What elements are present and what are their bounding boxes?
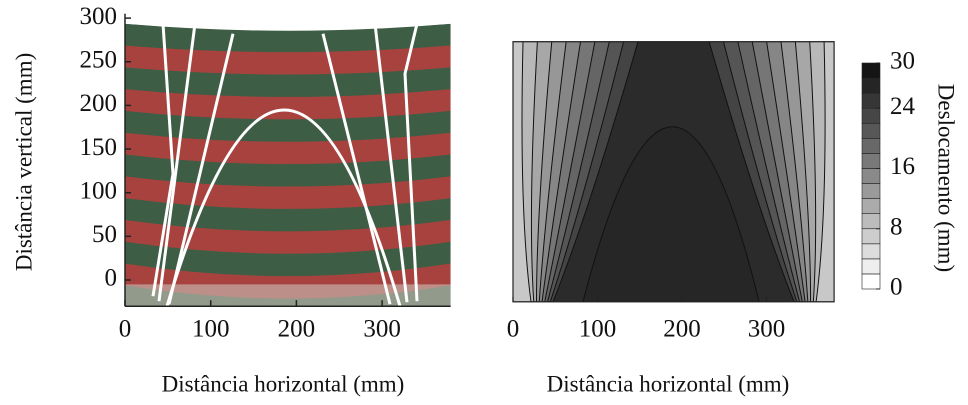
y-tick-label: 250 bbox=[80, 46, 118, 73]
colorbar-cell bbox=[861, 243, 881, 260]
soil-layer bbox=[125, 89, 451, 120]
failure-line bbox=[167, 33, 235, 305]
y-axis-label: Distância vertical (mm) bbox=[11, 53, 36, 271]
soil-layer bbox=[125, 110, 451, 143]
soil-layer bbox=[125, 45, 451, 75]
x-tick-label: 0 bbox=[507, 316, 520, 343]
failure-line bbox=[321, 33, 392, 305]
failure-line bbox=[151, 23, 175, 297]
colorbar-cell bbox=[861, 107, 881, 124]
y-tick-label: 200 bbox=[80, 90, 118, 117]
x-tick-label: 300 bbox=[363, 316, 401, 343]
colorbar-tick-label: 24 bbox=[890, 93, 916, 120]
x-tick-label: 100 bbox=[192, 316, 230, 343]
y-tick-label: 100 bbox=[80, 177, 118, 204]
contour-field bbox=[513, 41, 835, 302]
colorbar-tick-label: 16 bbox=[890, 153, 915, 180]
x-tick-label: 300 bbox=[748, 316, 786, 343]
y-tick-label: 300 bbox=[80, 3, 118, 30]
colorbar-cell bbox=[861, 122, 881, 139]
x-axis-label: Distância horizontal (mm) bbox=[547, 371, 790, 396]
photo bbox=[125, 13, 451, 307]
soil-layer bbox=[125, 219, 451, 255]
colorbar-cell bbox=[861, 77, 881, 94]
contour-region bbox=[815, 41, 835, 302]
colorbar-label: Deslocamento (mm) bbox=[934, 84, 959, 272]
failure-line bbox=[403, 23, 419, 302]
colorbar-cell bbox=[861, 258, 881, 275]
colorbar-cell bbox=[861, 198, 881, 214]
failure-line bbox=[157, 23, 197, 302]
y-tick-label: 0 bbox=[105, 265, 118, 292]
colorbar-cell bbox=[861, 213, 881, 230]
soil-layer bbox=[125, 241, 451, 277]
core-region bbox=[582, 126, 760, 302]
surface bbox=[125, 13, 451, 31]
contour-panel: 0 100 200 300 Distância horizontal (mm) 0 8 16 2… bbox=[507, 41, 959, 396]
colorbar-tick-label: 8 bbox=[890, 213, 903, 240]
x-tick-label: 200 bbox=[663, 316, 701, 343]
x-axis-label: Distância horizontal (mm) bbox=[162, 371, 405, 396]
base bbox=[125, 284, 451, 307]
x-tick-label: 100 bbox=[579, 316, 617, 343]
colorbar-cell bbox=[861, 138, 881, 154]
colorbar-tick-label: 30 bbox=[890, 48, 915, 75]
colorbar-cell bbox=[861, 62, 881, 79]
colorbar-cell bbox=[861, 168, 881, 184]
soil-layer bbox=[125, 154, 451, 187]
colorbar-cell bbox=[861, 228, 881, 245]
y-tick-label: 50 bbox=[92, 221, 117, 248]
colorbar-cell bbox=[861, 153, 881, 169]
x-tick-label: 0 bbox=[119, 316, 132, 343]
photo-panel: 0 50 100 150 200 250 300 0 100 200 300 Distância ho… bbox=[11, 3, 451, 396]
failure-line bbox=[373, 23, 409, 303]
soil-layer bbox=[125, 23, 451, 53]
colorbar-tick-label: 0 bbox=[890, 274, 903, 301]
colorbar-cell bbox=[861, 273, 881, 290]
colorbar-cell bbox=[861, 183, 881, 199]
soil-layer bbox=[125, 67, 451, 98]
x-tick-label: 200 bbox=[278, 316, 316, 343]
colorbar-cell bbox=[861, 92, 881, 109]
soil-layer bbox=[125, 176, 451, 210]
contour-region bbox=[513, 41, 532, 302]
frame bbox=[512, 41, 835, 303]
y-tick-label: 150 bbox=[80, 134, 118, 161]
